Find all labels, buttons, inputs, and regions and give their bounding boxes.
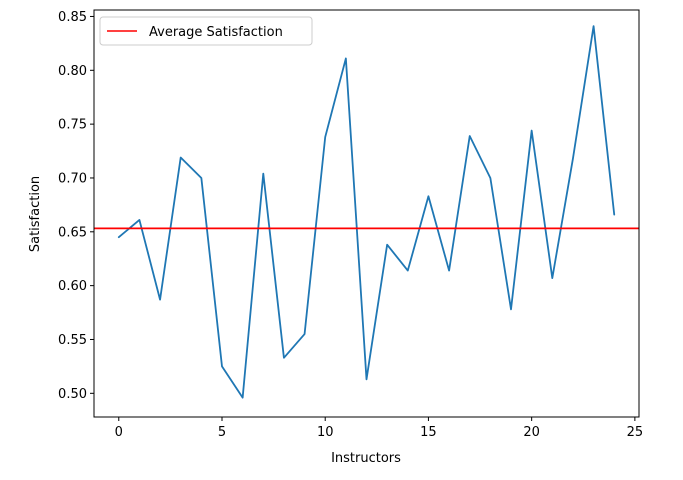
- plot-area: [94, 10, 639, 417]
- legend-label-average-satisfaction: Average Satisfaction: [149, 25, 283, 40]
- y-tick-label: 0.55: [58, 333, 87, 348]
- x-axis-label: Instructors: [331, 451, 401, 466]
- y-tick-label: 0.50: [58, 387, 87, 402]
- x-tick-label: 10: [317, 425, 334, 440]
- y-tick-label: 0.75: [58, 118, 87, 133]
- y-tick-label: 0.80: [58, 64, 87, 79]
- x-tick-label: 25: [627, 425, 644, 440]
- plot-frame: [93, 9, 640, 418]
- series-line-0: [117, 25, 616, 399]
- x-tick-label: 15: [420, 425, 437, 440]
- y-axis-label: Satisfaction: [28, 176, 43, 252]
- y-tick-label: 0.85: [58, 10, 87, 25]
- y-tick-label: 0.60: [58, 279, 87, 294]
- x-axis: 0 5 10 15 20 25: [115, 417, 644, 440]
- y-tick-label: 0.65: [58, 225, 87, 240]
- legend: Average Satisfaction: [99, 16, 313, 46]
- legend-box: [99, 16, 313, 46]
- x-tick-label: 5: [218, 425, 226, 440]
- data-layer: [94, 25, 639, 399]
- x-tick-label: 20: [523, 425, 540, 440]
- y-axis: 0.50 0.55 0.60 0.65 0.70 0.75 0.80 0.85: [58, 10, 94, 402]
- y-tick-label: 0.70: [58, 171, 87, 186]
- x-tick-label: 0: [115, 425, 123, 440]
